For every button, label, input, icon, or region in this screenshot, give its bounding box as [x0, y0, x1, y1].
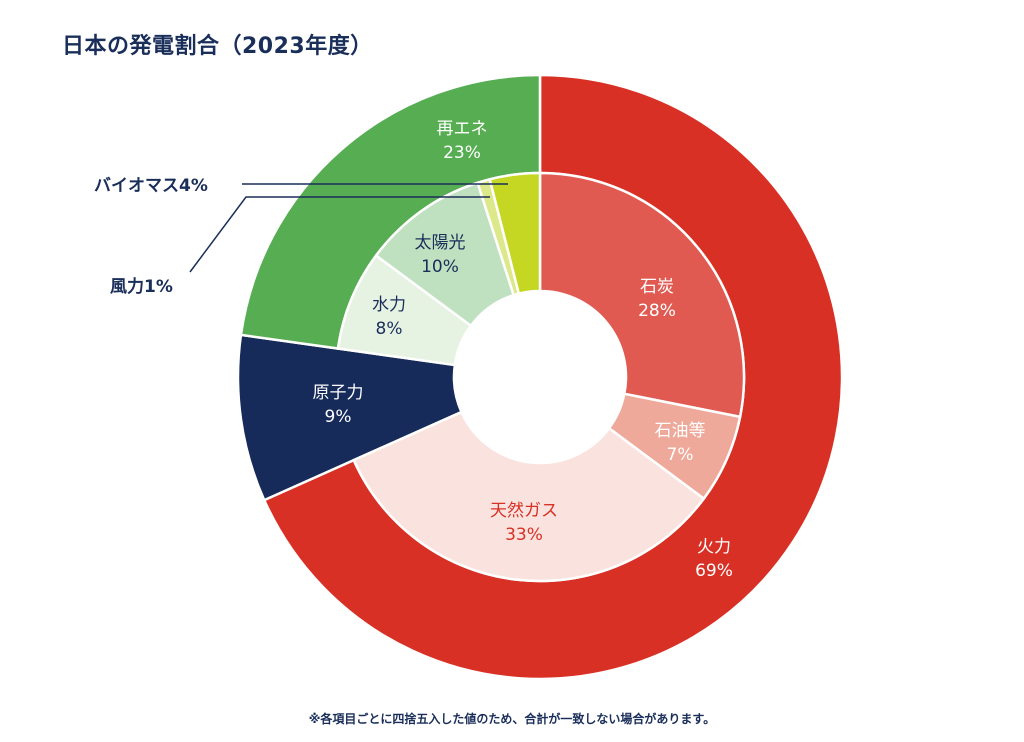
- inner-label-name-3: 水力: [372, 295, 406, 315]
- outer-label-name-0: 火力: [697, 537, 731, 557]
- external-labels: バイオマス4% 風力1%: [94, 176, 508, 297]
- wind-leader-line: [189, 196, 490, 273]
- inner-label-value-3: 8%: [376, 319, 403, 339]
- outer-label-value-0: 69%: [695, 561, 733, 581]
- inner-ring: [336, 171, 746, 583]
- outer-label-value-2: 23%: [443, 143, 481, 163]
- chart-title: 日本の発電割合（2023年度）: [62, 34, 373, 59]
- inner-label-name-4: 太陽光: [415, 233, 466, 253]
- outer-label-name-1: 原子力: [313, 383, 364, 403]
- inner-label-name-2: 天然ガス: [490, 501, 558, 521]
- inner-slice-2: [352, 410, 706, 583]
- donut-hole: [454, 291, 626, 463]
- biomass-label: バイオマス4%: [94, 176, 208, 196]
- wind-label: 風力1%: [110, 276, 173, 297]
- outer-label-value-1: 9%: [325, 407, 352, 427]
- inner-label-value-4: 10%: [421, 257, 459, 277]
- slice-labels: 火力 69% 原子力 9% 再エネ 23% 石炭 28% 石油等 7% 天然ガス 33% 水力 8% 太陽光…: [313, 119, 733, 581]
- inner-label-name-1: 石油等: [655, 421, 706, 441]
- inner-label-value-0: 28%: [638, 301, 676, 321]
- inner-label-value-1: 7%: [667, 445, 694, 465]
- inner-label-value-2: 33%: [505, 525, 543, 545]
- footnote: ※各項目ごとに四捨五入した値のため、合計が一致しない場合があります。: [308, 712, 716, 726]
- inner-label-name-0: 石炭: [640, 277, 674, 297]
- outer-label-name-2: 再エネ: [437, 119, 488, 139]
